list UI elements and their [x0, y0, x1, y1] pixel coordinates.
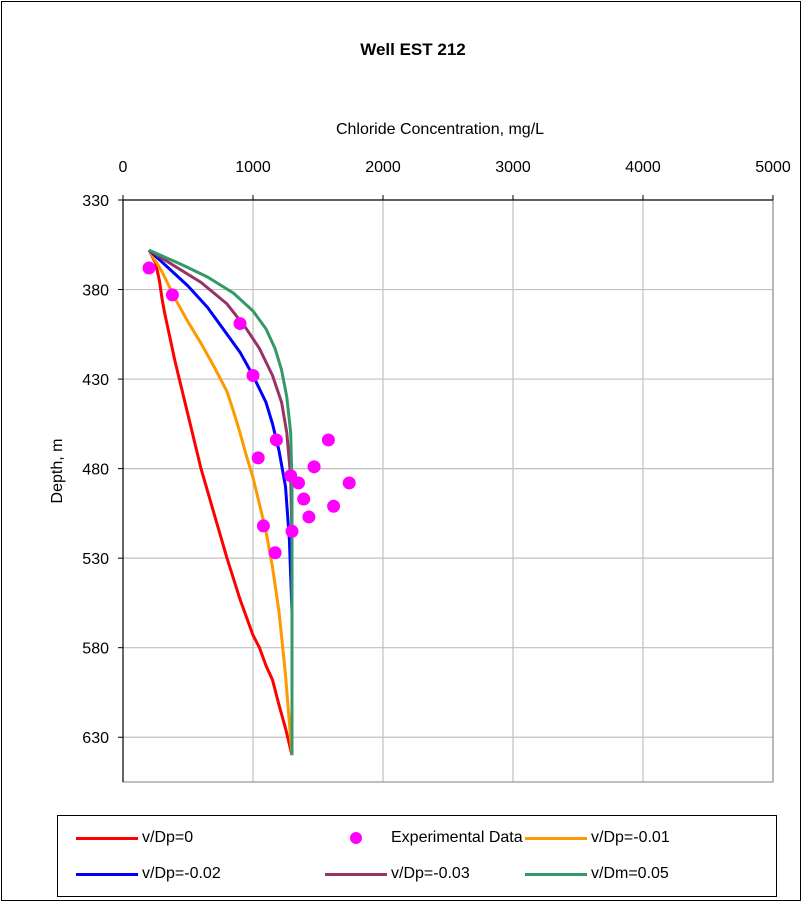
legend-label: v/Dp=-0.03 [391, 865, 470, 882]
x-tick-label: 4000 [625, 159, 661, 176]
y-tick-label: 580 [82, 641, 109, 658]
legend-label: Experimental Data [391, 829, 523, 846]
data-point [165, 288, 179, 302]
x-tick-label: 0 [119, 159, 128, 176]
legend-swatch [76, 864, 138, 884]
legend-item: Experimental Data [325, 828, 523, 848]
y-tick-label: 630 [82, 730, 109, 747]
x-axis-label: Chloride Concentration, mg/L [336, 121, 544, 138]
series-line-v-dp-0 [147, 249, 294, 756]
data-point [251, 451, 265, 465]
legend-swatch [76, 828, 138, 848]
series-line-v-dp-0-01 [147, 249, 294, 756]
x-tick-label: 2000 [365, 159, 401, 176]
legend-marker [350, 832, 362, 844]
legend-line [325, 873, 387, 876]
data-point [233, 317, 247, 331]
legend-line [76, 837, 138, 840]
data-point [246, 368, 260, 382]
legend-line [525, 873, 587, 876]
legend-item: v/Dp=0 [76, 828, 193, 848]
legend-line [76, 873, 138, 876]
grid-layer [122, 199, 774, 783]
axes-layer: 0 1000 2000 3000 4000 5000 330 380 430 480 530 580 6… [82, 159, 791, 782]
y-tick-label: 330 [82, 193, 109, 210]
legend-swatch [525, 864, 587, 884]
legend-item: v/Dm=0.05 [525, 864, 669, 884]
data-point [292, 476, 305, 490]
plot-area-border [122, 199, 774, 783]
legend-item: v/Dp=-0.02 [76, 864, 221, 884]
y-tick-label: 430 [82, 372, 109, 389]
chart-title: Well EST 212 [360, 40, 466, 59]
series-layer [142, 248, 356, 756]
y-tick-label: 530 [82, 551, 109, 568]
series-line-v-dm-0-05 [148, 248, 294, 756]
data-point [327, 499, 341, 513]
data-point [321, 433, 335, 447]
legend: v/Dp=0 Experimental Data v/Dp=-0.01 v/Dp=-0… [57, 815, 777, 897]
legend-line [525, 837, 587, 840]
data-point [342, 476, 356, 490]
data-point [268, 546, 282, 560]
legend-swatch [525, 828, 587, 848]
data-point [269, 433, 283, 447]
y-tick-label: 380 [82, 283, 109, 300]
legend-label: v/Dp=-0.01 [591, 829, 670, 846]
x-tick-label: 1000 [235, 159, 271, 176]
data-point [285, 524, 299, 538]
y-tick-label: 480 [82, 462, 109, 479]
y-axis-label: Depth, m [49, 439, 66, 504]
data-point [142, 261, 156, 275]
legend-item: v/Dp=-0.01 [525, 828, 670, 848]
legend-label: v/Dp=-0.02 [142, 865, 221, 882]
legend-item: v/Dp=-0.03 [325, 864, 470, 884]
data-point [256, 519, 270, 533]
legend-label: v/Dp=0 [142, 829, 194, 846]
data-point [302, 510, 316, 524]
legend-label: v/Dm=0.05 [591, 865, 669, 882]
data-point [307, 460, 321, 474]
legend-swatch [325, 864, 387, 884]
x-tick-label: 5000 [755, 159, 791, 176]
data-point [297, 492, 311, 506]
x-tick-label: 3000 [495, 159, 531, 176]
legend-swatch [325, 828, 387, 848]
